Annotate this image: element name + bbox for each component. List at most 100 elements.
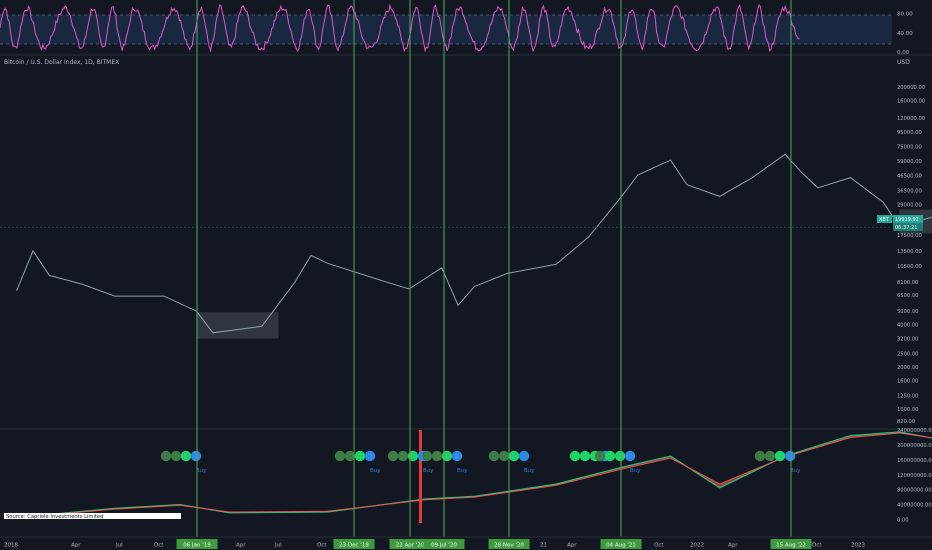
buy-signal-dot [170,450,182,462]
symbol-title: Bitcoin / U.S. Dollar Index, 1D, BITMEX [4,59,119,66]
cycle-date-badge [333,539,375,549]
buy-signal-dot [579,450,591,462]
price-line [16,153,932,334]
buy-signal-dot [180,450,192,462]
ma-line-slow [16,432,932,519]
buy-signal-dot [774,450,786,462]
buy-signal-dot [451,450,463,462]
price-tick-label: 4000.00 [897,323,918,329]
buy-signal-label: Buy [457,468,468,474]
buy-signal-dot [441,450,453,462]
price-tick-label: 6500.00 [897,293,918,299]
cycle-date-badge [488,539,530,549]
time-tick-label: Apr [728,543,738,549]
price-tick-label: 3200.00 [897,336,918,342]
price-tick-label: 1600.00 [897,378,918,384]
buy-signals: Buy Buy Buy Buy Buy Buy Buy [160,450,801,474]
price-tick-label: 1000.00 [897,407,918,413]
red-signal-marker [419,430,422,523]
buy-signal-dot [334,450,346,462]
price-tick-label: 820.00 [897,419,915,425]
cycle-date-badge [423,539,465,549]
source-label: Source: Capriole Investments Limited [6,514,103,520]
time-tick-label: 21 [540,543,547,549]
time-tick-label: 2022 [690,543,704,549]
indicator-tick-label: 0.00 [897,518,909,524]
oscillator-tick-label: 80.00 [897,12,913,18]
buy-signal-dot [569,450,581,462]
current-price-badge: XBT 19919.92 06:37:21 [877,215,923,231]
time-tick-label: Jul [274,543,282,549]
buy-signal-dot [604,450,616,462]
indicator-tick-label: 120000000.00 [897,473,932,479]
buy-signal-dot [387,450,399,462]
price-tick-label: 17500.00 [897,233,922,239]
source-label-box [4,513,181,519]
price-tick-label: 75000.00 [897,144,922,150]
buy-signal-dot [614,450,626,462]
time-tick-label: 2023 [851,543,865,549]
indicator-tick-label: 40000000.00 [897,503,932,509]
cycle-date-badge [600,539,642,549]
buy-signal-dot [364,450,376,462]
cycle-date-text: 23 Dec '19 [339,543,369,549]
price-tick-label: 10500.00 [897,264,922,270]
indicator-tick-label: 160000000.00 [897,458,932,464]
buy-signal-label: Buy [196,468,207,474]
cycle-date-text: 28 Nov '20 [494,543,524,549]
price-tick-label: 29000.00 [897,202,922,208]
ticker-badge [877,215,892,223]
time-tick-label: Apr [71,543,81,549]
price-value-text: 19919.92 [895,217,919,223]
time-tick-label: Apr [236,543,246,549]
oscillator-band [0,15,892,44]
cycle-date-badge [176,539,218,549]
indicator-axis[interactable]: 240000000.00 200000000.00 160000000.00 1200… [897,428,932,524]
oscillator-line [0,3,800,53]
time-tick-label: Jul [115,543,123,549]
price-tick-label: 120000.00 [897,116,925,122]
price-tick-label: 2000.00 [897,365,918,371]
buy-signal-dot [354,450,366,462]
indicator-tick-label: 240000000.00 [897,428,932,434]
cycle-date-badge [770,539,812,549]
buy-signal-dot [488,450,500,462]
buy-signal-dot [594,450,606,462]
buy-signal-dot [397,450,409,462]
buy-signal-label: Buy [370,468,381,474]
cycle-date-badge [389,539,431,549]
time-tick-label: Oct [154,543,164,549]
time-tick-label: 2018 [4,543,18,549]
indicator-tick-label: 200000000.00 [897,443,932,449]
price-value-badge [893,215,923,223]
price-tick-label: 160000.00 [897,98,925,104]
cycle-date-badges: 06 Jan '19 23 Dec '19 22 Apr '20 09 Jul '20… [176,539,812,549]
cycle-date-text: 06 Jan '19 [183,543,211,549]
indicator-tick-label: 80000000.00 [897,488,932,494]
buy-signal-label: Buy [790,468,801,474]
time-tick-label: Oct [654,543,664,549]
buy-signal-dot [754,450,766,462]
price-tick-label: 8100.00 [897,280,918,286]
buy-signal-dot [624,450,636,462]
countdown-text: 06:37:21 [895,225,917,231]
price-tick-label: 36500.00 [897,188,922,194]
oscillator-tick-label: 0.00 [897,50,910,56]
cycle-date-text: 09 Jul '20 [431,543,457,549]
price-tick-label: 1250.00 [897,393,918,399]
buy-signal-dot [407,450,419,462]
buy-signal-dot [784,450,796,462]
cycle-date-text: 22 Apr '20 [396,543,425,549]
cycle-date-text: 04 Aug '21 [606,543,636,549]
price-tick-label: 2500.00 [897,351,918,357]
buy-signal-dot [421,450,433,462]
buy-signal-label: Buy [423,468,434,474]
oscillator-tick-label: 40.00 [897,31,913,37]
price-tick-label: 5000.00 [897,309,918,315]
countdown-badge [893,223,923,231]
buy-signal-label: Buy [630,468,641,474]
price-tick-label: 46500.00 [897,174,922,180]
buy-signal-dot [190,450,202,462]
ticker-text: XBT [879,217,890,223]
